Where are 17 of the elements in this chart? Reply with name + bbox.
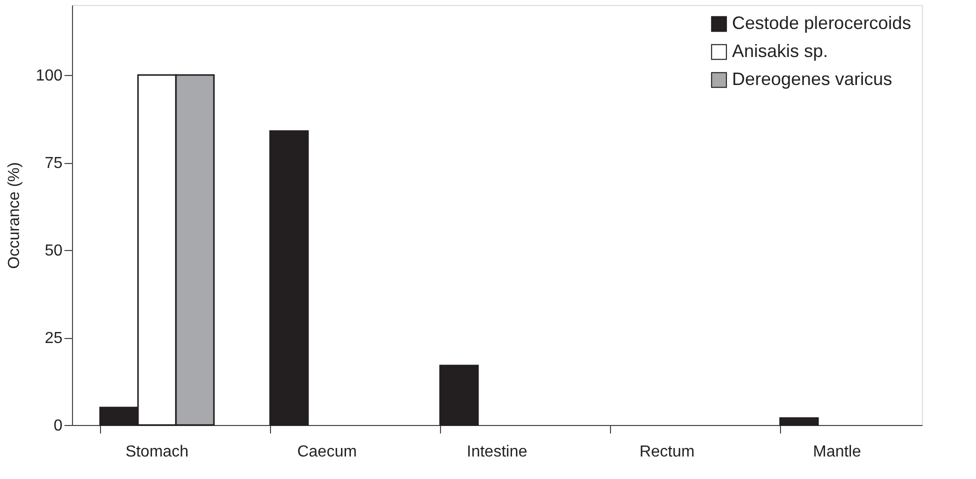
x-tick-label: Caecum xyxy=(297,444,357,460)
bar xyxy=(439,364,479,426)
x-tick-label: Mantle xyxy=(812,444,862,460)
x-tick-label: Stomach xyxy=(125,444,189,460)
y-tick-label: 0 xyxy=(54,418,63,434)
x-tick-label: Intestine xyxy=(466,444,528,460)
legend-label: Anisakis sp. xyxy=(732,41,828,61)
legend-label: Cestode plerocercoids xyxy=(732,13,912,33)
bar xyxy=(269,130,309,426)
legend-label: Dereogenes varicus xyxy=(732,69,892,89)
y-tick-label: 50 xyxy=(44,242,63,260)
y-tick-label: 100 xyxy=(36,68,63,84)
y-tick-label: 25 xyxy=(44,330,63,347)
bar xyxy=(779,417,819,426)
y-tick-label: 75 xyxy=(44,155,63,172)
x-tick-label: Rectum xyxy=(639,444,695,460)
y-axis-title: Occurance (%) xyxy=(6,162,23,269)
